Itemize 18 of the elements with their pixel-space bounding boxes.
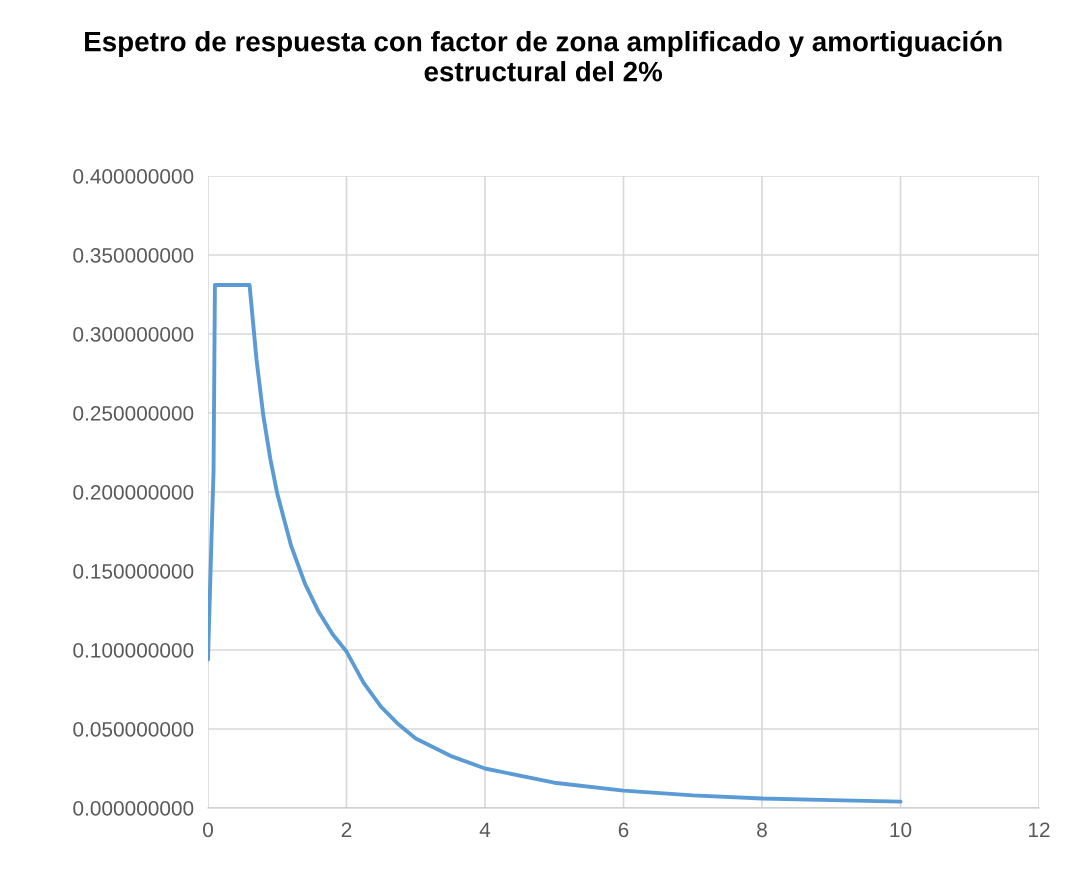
y-tick-label: 0.000000000: [73, 801, 194, 816]
y-tick-label: 0.200000000: [73, 485, 194, 500]
x-tick-label: 10: [890, 822, 912, 838]
x-tick-label: 6: [618, 822, 629, 838]
x-tick-label: 12: [1029, 822, 1050, 837]
x-tick-label: 2: [341, 822, 352, 837]
y-tick-label: 0.300000000: [73, 327, 194, 342]
y-tick-label: 0.400000000: [73, 169, 194, 184]
y-tick-label: 0.150000000: [73, 564, 194, 579]
y-tick-label: 0.350000000: [73, 248, 194, 263]
y-tick-label: 0.050000000: [73, 722, 194, 737]
x-tick-label: 8: [757, 822, 767, 838]
y-tick-label: 0.250000000: [73, 406, 194, 421]
x-tick-label: 0: [203, 822, 213, 838]
y-tick-label: 0.100000000: [73, 643, 194, 658]
x-tick-label: 4: [479, 822, 491, 837]
line-series: [208, 283, 903, 804]
chart-title: Espetro de respuesta con factor de zona amplificado y amortiguación estructural del 2%: [85, 30, 1002, 82]
